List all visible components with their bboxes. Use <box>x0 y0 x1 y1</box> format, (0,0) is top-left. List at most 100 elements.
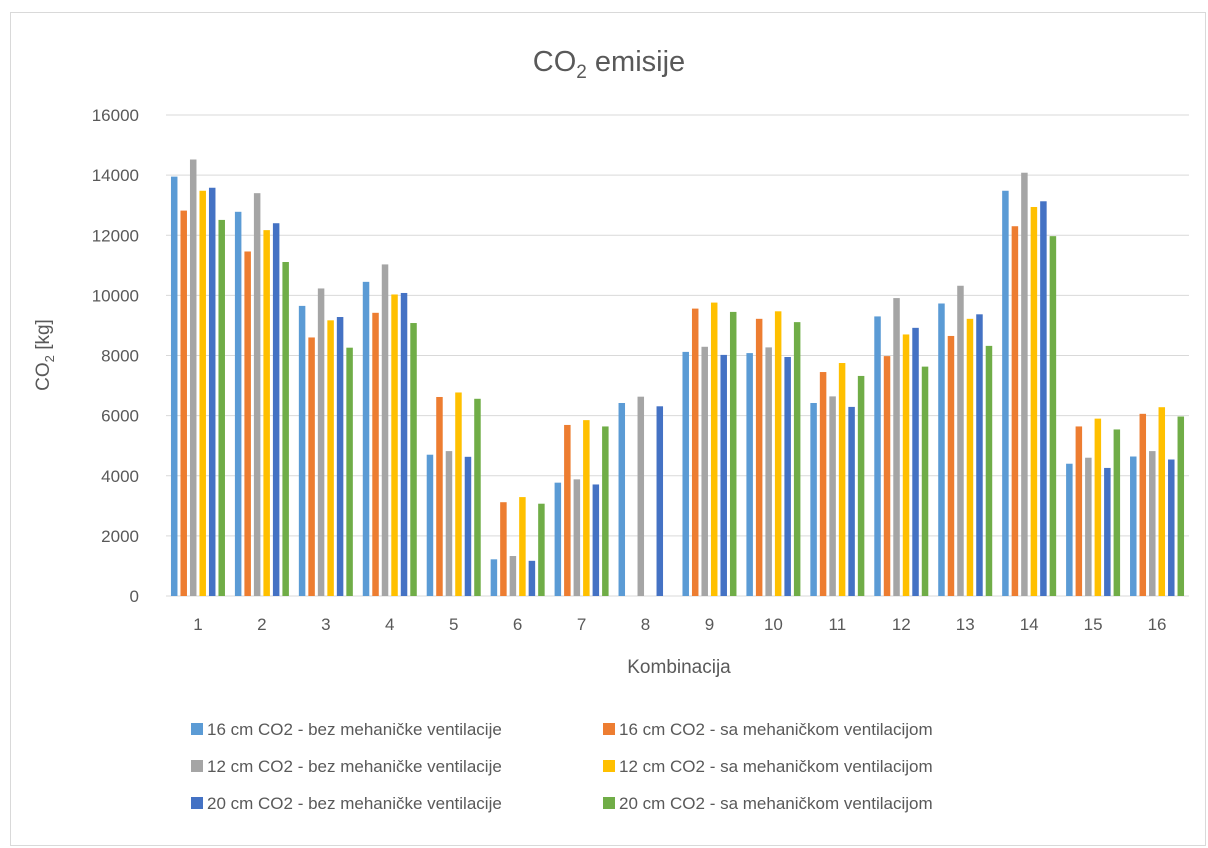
bar <box>893 298 900 596</box>
bar <box>490 559 498 596</box>
x-tick-label: 6 <box>513 615 522 634</box>
bar <box>263 230 270 596</box>
legend-item: 20 cm CO2 - bez mehaničke ventilacije <box>191 794 502 813</box>
bar <box>682 351 689 596</box>
bar <box>848 406 855 596</box>
bar <box>282 262 289 596</box>
bar <box>218 219 225 596</box>
legend-label: 20 cm CO2 - sa mehaničkom ventilacijom <box>619 794 933 813</box>
bar <box>1011 226 1019 596</box>
bar <box>829 396 836 596</box>
bar <box>573 479 581 596</box>
x-tick-label: 13 <box>956 615 975 634</box>
bar <box>253 193 261 596</box>
bar <box>426 454 434 596</box>
legend-label: 16 cm CO2 - bez mehaničke ventilacije <box>207 720 502 739</box>
bar <box>701 346 708 596</box>
x-axis-title: Kombinacija <box>627 657 731 678</box>
bar <box>1139 413 1147 596</box>
legend-label: 20 cm CO2 - bez mehaničke ventilacije <box>207 794 502 813</box>
bar <box>234 211 242 596</box>
bar <box>436 396 443 596</box>
bar <box>1085 457 1092 596</box>
bar <box>637 396 645 596</box>
bar <box>618 402 626 596</box>
legend-swatch <box>191 723 203 735</box>
bar <box>729 311 737 596</box>
bar <box>509 556 517 596</box>
bar <box>1066 463 1073 596</box>
bar <box>208 187 216 596</box>
y-tick-label: 10000 <box>92 286 139 305</box>
legend-swatch <box>603 723 615 735</box>
bar <box>966 318 974 596</box>
bar <box>170 176 178 597</box>
y-tick-label: 14000 <box>92 166 139 185</box>
y-tick-label: 4000 <box>101 467 139 486</box>
bar <box>720 354 727 596</box>
bar <box>583 420 590 596</box>
bar <box>838 363 846 596</box>
y-tick-label: 16000 <box>92 106 139 125</box>
y-axis: 0 2000 4000 6000 8000 10000 12000 14000 16000 <box>92 106 139 606</box>
bar <box>372 312 379 596</box>
legend-item: 12 cm CO2 - sa mehaničkom ventilacijom <box>603 757 933 776</box>
x-tick-label: 14 <box>1020 615 1039 634</box>
y-axis-title: CO2 [kg] <box>33 319 57 391</box>
bar <box>1158 407 1166 596</box>
bar <box>336 317 344 596</box>
chart-title: CO2 emisije <box>533 46 685 83</box>
bar <box>400 292 408 596</box>
legend-swatch <box>191 797 203 809</box>
bar <box>410 323 417 596</box>
legend-item: 12 cm CO2 - bez mehaničke ventilacije <box>191 757 502 776</box>
bar <box>1075 426 1083 596</box>
bar <box>362 281 370 596</box>
x-tick-label: 8 <box>641 615 650 634</box>
x-tick-label: 1 <box>193 615 202 634</box>
y-tick-label: 6000 <box>101 407 139 426</box>
x-tick-label: 16 <box>1148 615 1167 634</box>
bar <box>656 406 664 596</box>
bar <box>272 223 280 596</box>
x-tick-label: 9 <box>705 615 714 634</box>
bar <box>810 402 817 596</box>
bar <box>746 353 753 596</box>
x-tick-label: 10 <box>764 615 783 634</box>
legend: 16 cm CO2 - bez mehaničke ventilacije 16 … <box>191 720 933 813</box>
chart-svg: CO2 emisije 0 2000 4000 6000 8000 10000 12000 1… <box>33 46 1189 813</box>
bar <box>957 285 964 596</box>
bar <box>189 159 197 596</box>
bar <box>1104 467 1111 596</box>
x-tick-label: 15 <box>1084 615 1103 634</box>
bar <box>592 484 600 596</box>
bar <box>1002 190 1009 596</box>
chart-area: CO2 emisije 0 2000 4000 6000 8000 10000 12000 1… <box>10 12 1206 846</box>
x-tick-label: 5 <box>449 615 458 634</box>
bar <box>327 320 334 596</box>
bar <box>554 482 562 596</box>
bar <box>819 372 827 596</box>
x-tick-label: 2 <box>257 615 266 634</box>
bar <box>298 305 306 596</box>
bar <box>765 347 772 596</box>
bar <box>464 456 472 596</box>
bar <box>874 316 881 596</box>
bar <box>985 345 993 596</box>
bar <box>528 560 536 596</box>
legend-swatch <box>603 797 615 809</box>
bar <box>902 334 910 596</box>
bar <box>1040 201 1047 597</box>
bar <box>921 366 929 596</box>
bar <box>199 190 206 596</box>
bar <box>445 451 453 596</box>
bar <box>500 502 507 596</box>
legend-item: 16 cm CO2 - sa mehaničkom ventilacijom <box>603 720 933 739</box>
gridlines <box>166 114 1189 597</box>
bar <box>1030 206 1038 596</box>
bar <box>1168 459 1175 596</box>
x-axis: 1 2 3 4 5 6 7 8 9 10 11 12 13 14 15 16 <box>193 615 1166 634</box>
bar <box>1094 418 1102 596</box>
bar <box>774 311 782 596</box>
bar <box>912 327 919 596</box>
